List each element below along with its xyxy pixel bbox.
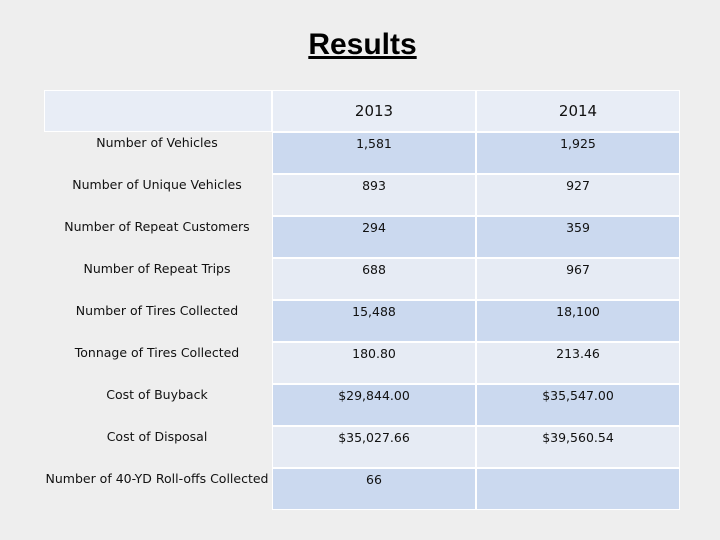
row-label: Number of Tires Collected bbox=[75, 303, 239, 318]
value-cell: 180.80 bbox=[272, 342, 476, 384]
value-cell: $35,027.66 bbox=[272, 426, 476, 468]
value-cell: 927 bbox=[476, 174, 680, 216]
value-cell: 15,488 bbox=[272, 300, 476, 342]
header-cell bbox=[44, 90, 272, 132]
value-cell: $39,560.54 bbox=[476, 426, 680, 468]
row-label: Cost of Buyback bbox=[106, 387, 208, 402]
row-label: Number of Repeat Trips bbox=[83, 261, 231, 276]
value-cell: 1,581 bbox=[272, 132, 476, 174]
row-label: Tonnage of Tires Collected bbox=[74, 345, 240, 360]
value-cell: 967 bbox=[476, 258, 680, 300]
value-cell: $29,844.00 bbox=[272, 384, 476, 426]
row-label: Number of Vehicles bbox=[96, 135, 218, 150]
row-label: Cost of Disposal bbox=[106, 429, 208, 444]
value-cell: 294 bbox=[272, 216, 476, 258]
row-label: Number of Repeat Customers bbox=[64, 219, 250, 234]
title: Results bbox=[308, 28, 417, 61]
value-cell: 66 bbox=[272, 468, 476, 510]
value-cell: 893 bbox=[272, 174, 476, 216]
row-label: Number of Unique Vehicles bbox=[72, 177, 242, 192]
empty-cell bbox=[476, 468, 680, 510]
value-cell: 688 bbox=[272, 258, 476, 300]
value-cell: 18,100 bbox=[476, 300, 680, 342]
value-cell: 359 bbox=[476, 216, 680, 258]
column-header: 2013 bbox=[272, 90, 476, 132]
value-cell: 213.46 bbox=[476, 342, 680, 384]
value-cell: 1,925 bbox=[476, 132, 680, 174]
value-cell: $35,547.00 bbox=[476, 384, 680, 426]
row-label: Number of 40-YD Roll-offs Collected bbox=[45, 471, 269, 486]
column-header: 2014 bbox=[476, 90, 680, 132]
